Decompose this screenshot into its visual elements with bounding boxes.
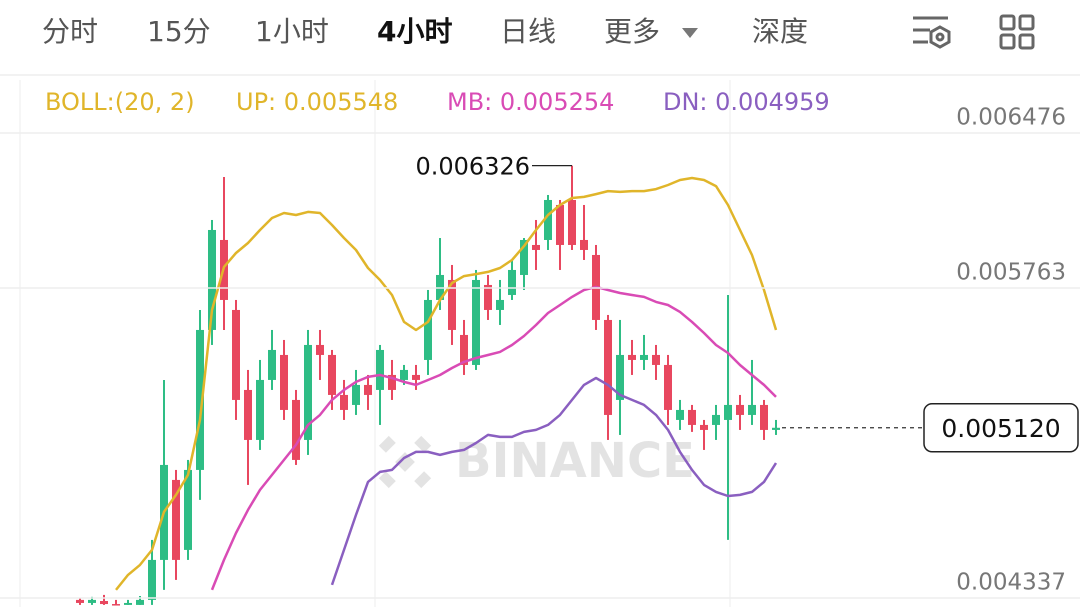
tab[interactable]: 分时 bbox=[42, 15, 98, 48]
plot bbox=[76, 165, 780, 606]
candle-body bbox=[316, 344, 324, 355]
candle-body bbox=[208, 229, 216, 330]
candle-body bbox=[352, 384, 360, 405]
candle-body bbox=[616, 354, 624, 400]
candle-body bbox=[280, 354, 288, 410]
candle-body bbox=[232, 309, 240, 400]
candle-body bbox=[364, 384, 372, 395]
tab[interactable]: 15分 bbox=[147, 15, 211, 48]
candle-body bbox=[484, 284, 492, 310]
candle-body bbox=[712, 414, 720, 425]
candle-body bbox=[196, 329, 204, 470]
candle-body bbox=[700, 424, 708, 430]
candle-body bbox=[256, 379, 264, 440]
high-marker-label: 0.006326 bbox=[415, 153, 530, 181]
candle-body bbox=[100, 601, 108, 605]
candle-body bbox=[340, 394, 348, 410]
candle-body bbox=[496, 299, 504, 310]
candle-body bbox=[88, 599, 96, 603]
tab[interactable]: 更多 bbox=[604, 15, 660, 48]
y-tick-label: 0.005763 bbox=[956, 260, 1066, 286]
candle-body bbox=[184, 469, 192, 550]
y-tick-label: 0.006476 bbox=[956, 105, 1066, 131]
candle-body bbox=[460, 334, 468, 365]
candle-body bbox=[652, 354, 660, 365]
candle-body bbox=[628, 354, 636, 360]
last-price-box bbox=[923, 403, 1079, 453]
candle-body bbox=[292, 399, 300, 460]
candle-body bbox=[748, 404, 756, 415]
tab[interactable]: 4小时 bbox=[377, 15, 452, 48]
candle-body bbox=[724, 404, 732, 420]
candle-body bbox=[412, 374, 420, 380]
candle-body bbox=[568, 199, 576, 245]
candle-body bbox=[508, 269, 516, 295]
layout-icon[interactable] bbox=[999, 14, 1035, 50]
candle-body bbox=[148, 559, 156, 600]
band-line bbox=[115, 176, 778, 591]
candle-body bbox=[532, 244, 540, 250]
legend-entry: UP: 0.005548 bbox=[236, 88, 398, 116]
candle-body bbox=[760, 404, 768, 430]
candle-body bbox=[448, 279, 456, 330]
watermark: BINANCE bbox=[378, 433, 695, 489]
band-line bbox=[330, 376, 778, 586]
band-line bbox=[210, 285, 777, 591]
candle-body bbox=[304, 344, 312, 440]
candle-body bbox=[244, 389, 252, 440]
candle-body bbox=[688, 409, 696, 425]
candle-body bbox=[400, 369, 408, 380]
candle-body bbox=[268, 349, 276, 380]
candle-body bbox=[112, 604, 120, 606]
y-tick-label: 0.004337 bbox=[956, 569, 1066, 595]
indicator-label: BOLL:(20, 2) bbox=[45, 88, 195, 116]
last-price-label: 0.005120 bbox=[941, 414, 1060, 443]
candle-body bbox=[544, 199, 552, 240]
candle-body bbox=[640, 354, 648, 360]
candle-body bbox=[772, 427, 780, 430]
legend-entry: MB: 0.005254 bbox=[447, 88, 614, 116]
tab[interactable]: 深度 bbox=[752, 15, 808, 48]
candle-body bbox=[328, 354, 336, 395]
candle-body bbox=[388, 374, 396, 390]
candle-body bbox=[136, 599, 144, 605]
candle-body bbox=[736, 404, 744, 415]
candle-body bbox=[376, 349, 384, 390]
candle-body bbox=[424, 299, 432, 360]
tab-bar: 分时 15分 1小时 4小时 日线 更多 深度 bbox=[42, 15, 808, 48]
candle-body bbox=[124, 602, 132, 605]
candle-body bbox=[520, 239, 528, 275]
candle-body bbox=[676, 409, 684, 420]
watermark-text: BINANCE bbox=[455, 433, 695, 489]
candle-body bbox=[604, 319, 612, 415]
legend-entry: DN: 0.004959 bbox=[663, 88, 830, 116]
candle-body bbox=[580, 239, 588, 250]
tab[interactable]: 日线 bbox=[500, 15, 556, 48]
settings-icon[interactable] bbox=[913, 16, 951, 49]
candle-body bbox=[472, 279, 480, 365]
candle-body bbox=[172, 479, 180, 560]
candle-body bbox=[556, 204, 564, 245]
dropdown-arrow[interactable] bbox=[682, 28, 698, 38]
candle-body bbox=[76, 599, 84, 603]
candle-body bbox=[664, 364, 672, 410]
tab[interactable]: 1小时 bbox=[255, 15, 329, 48]
